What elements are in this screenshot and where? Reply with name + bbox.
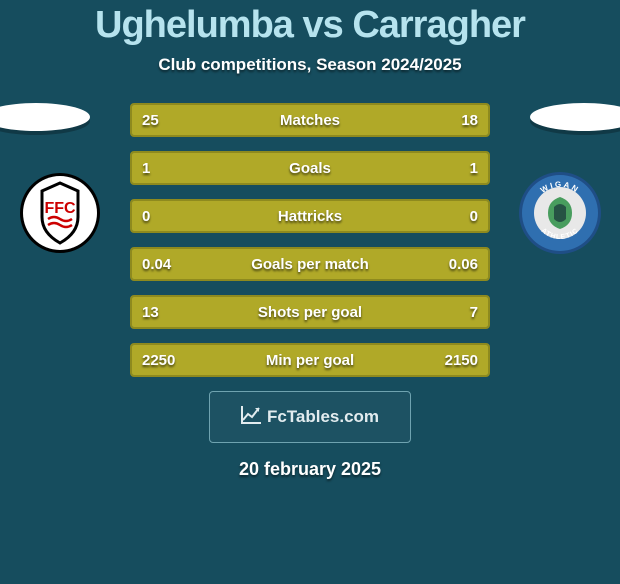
page-title: Ughelumba vs Carragher [0,4,620,47]
stat-row: 11Goals [130,151,490,185]
team-left-badge: FFC [18,171,102,255]
stat-row: 0.040.06Goals per match [130,247,490,281]
watermark-text: FcTables.com [267,407,379,427]
stat-label: Hattricks [132,201,488,231]
stat-label: Goals [132,153,488,183]
stat-rows: 2518Matches 11Goals 00Hattricks 0.040.06Goa… [130,103,490,377]
stat-row: 22502150Min per goal [130,343,490,377]
stat-label: Shots per goal [132,297,488,327]
stat-label: Goals per match [132,249,488,279]
stat-row: 137Shots per goal [130,295,490,329]
team-left-column: FFC [0,103,120,255]
stat-row: 2518Matches [130,103,490,137]
team-right-ellipse [530,103,620,131]
stat-label: Min per goal [132,345,488,375]
stat-row: 00Hattricks [130,199,490,233]
team-right-column: WIGAN ATHLETIC [500,103,620,255]
stat-label: Matches [132,105,488,135]
chart-up-icon [241,406,261,429]
date-label: 20 february 2025 [0,459,620,480]
comparison-stage: FFC WIGAN ATHLETIC [0,103,620,480]
svg-text:FFC: FFC [44,200,76,217]
team-right-badge: WIGAN ATHLETIC [518,171,602,255]
watermark: FcTables.com [209,391,411,443]
subtitle: Club competitions, Season 2024/2025 [0,55,620,75]
team-left-ellipse [0,103,90,131]
